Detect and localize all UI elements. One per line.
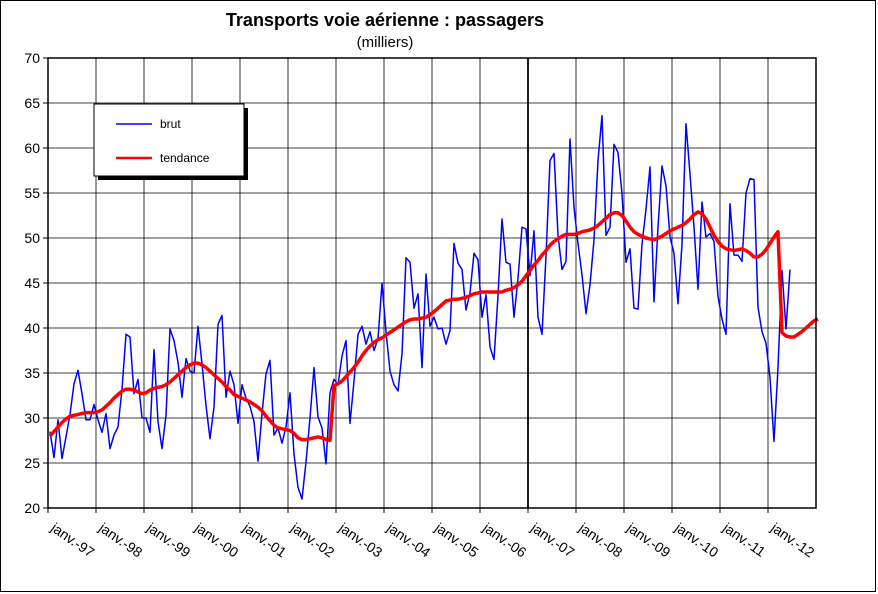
y-tick-label: 70 [24, 50, 40, 66]
x-tick-label: janv.-07 [527, 519, 577, 561]
series-layer [48, 114, 819, 500]
x-tick-label: janv.-10 [671, 519, 721, 561]
plot-border [47, 57, 817, 509]
chart-subtitle: (milliers) [356, 34, 414, 51]
y-tick-label: 35 [24, 365, 40, 381]
grid [48, 57, 816, 509]
series-line-tendance [48, 210, 819, 443]
y-tick-label: 30 [24, 410, 40, 426]
y-tick-label: 25 [24, 455, 40, 471]
series-line-brut [49, 114, 791, 500]
x-axis-ticks: janv.-97janv.-98janv.-99janv.-00janv.-01… [47, 508, 818, 561]
y-tick-label: 40 [24, 320, 40, 336]
y-axis-ticks: 20 25 30 35 40 45 50 55 60 65 70 [24, 50, 48, 516]
x-tick-label: janv.-04 [383, 519, 433, 561]
y-tick-label: 65 [24, 95, 40, 111]
x-tick-label: janv.-00 [191, 519, 241, 561]
legend: brut tendance [93, 103, 248, 180]
y-tick-label: 45 [24, 275, 40, 291]
x-tick-label: janv.-01 [239, 519, 289, 561]
legend-label-tendance: tendance [160, 151, 210, 165]
legend-label-brut: brut [160, 117, 181, 131]
x-tick-label: janv.-09 [623, 519, 673, 561]
x-tick-label: janv.-11 [719, 519, 768, 560]
x-tick-label: janv.-12 [767, 519, 817, 561]
y-tick-label: 50 [24, 230, 40, 246]
y-tick-label: 55 [24, 185, 40, 201]
legend-box [93, 103, 245, 177]
y-tick-label: 20 [24, 500, 40, 516]
x-tick-label: janv.-06 [479, 519, 529, 561]
x-tick-label: janv.-05 [431, 519, 481, 561]
x-tick-label: janv.-97 [47, 519, 97, 561]
x-tick-label: janv.-08 [575, 519, 625, 561]
x-tick-label: janv.-02 [287, 519, 337, 561]
y-tick-label: 60 [24, 140, 40, 156]
x-tick-label: janv.-03 [335, 519, 385, 561]
x-tick-label: janv.-98 [95, 519, 145, 561]
chart-title: Transports voie aérienne : passagers [225, 10, 545, 30]
x-tick-label: janv.-99 [143, 519, 193, 561]
